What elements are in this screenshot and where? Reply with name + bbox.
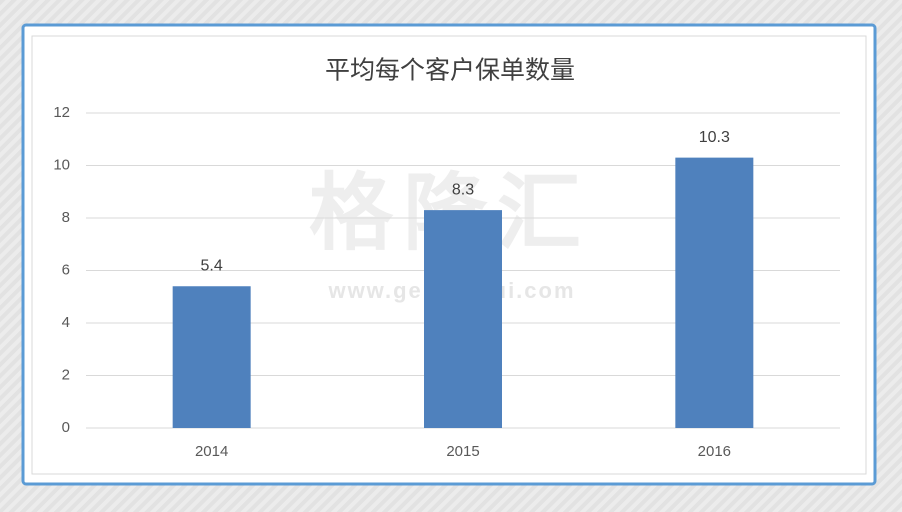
y-tick-label: 8 bbox=[62, 209, 70, 226]
bar bbox=[172, 286, 251, 428]
y-tick-label: 10 bbox=[53, 156, 70, 173]
y-tick-label: 2 bbox=[62, 366, 70, 383]
y-tick-label: 4 bbox=[62, 314, 70, 331]
data-label: 10.3 bbox=[699, 129, 730, 146]
y-tick-label: 6 bbox=[62, 261, 70, 278]
data-label: 8.3 bbox=[452, 181, 474, 198]
x-tick-label: 2016 bbox=[698, 443, 731, 460]
bar bbox=[675, 157, 754, 428]
x-tick-label: 2015 bbox=[446, 443, 479, 460]
y-tick-label: 12 bbox=[53, 104, 70, 121]
y-tick-label: 0 bbox=[62, 419, 70, 436]
data-label: 5.4 bbox=[201, 257, 223, 274]
x-tick-label: 2014 bbox=[195, 443, 228, 460]
bar bbox=[424, 210, 502, 428]
chart-title: 平均每个客户保单数量 bbox=[325, 57, 575, 85]
